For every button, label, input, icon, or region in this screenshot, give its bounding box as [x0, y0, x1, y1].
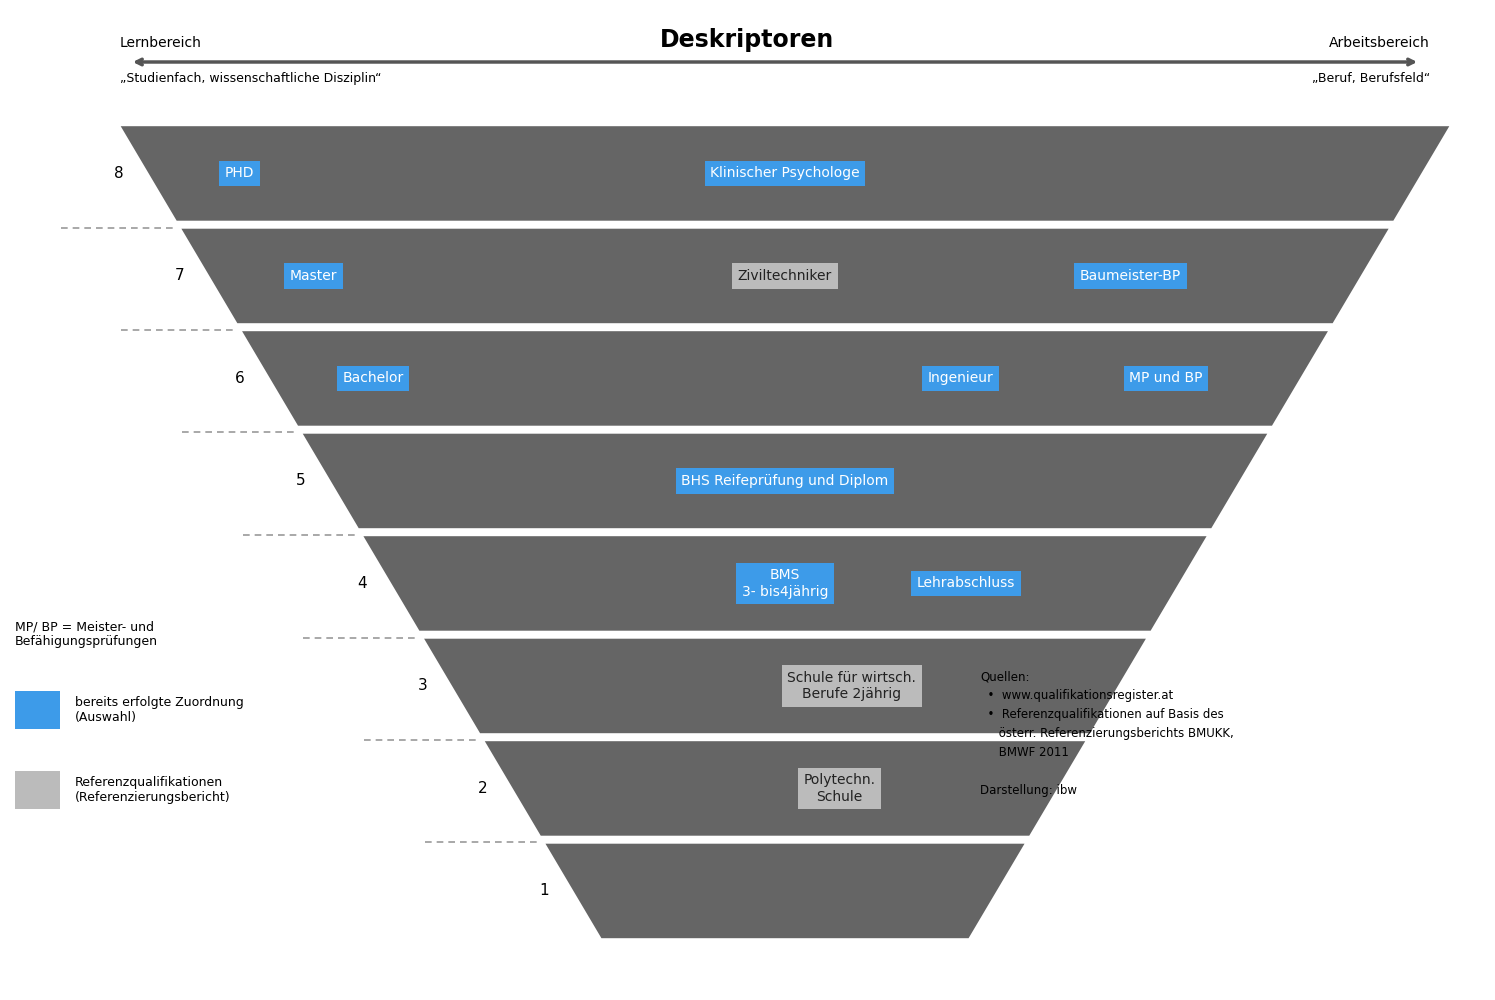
Text: BHS Reifeprüfung und Diplom: BHS Reifeprüfung und Diplom: [682, 474, 888, 488]
Text: 1: 1: [538, 883, 549, 898]
Text: BMS
3- bis4jährig: BMS 3- bis4jährig: [742, 568, 828, 599]
Text: 2: 2: [478, 781, 487, 796]
Text: Arbeitsbereich: Arbeitsbereich: [1329, 36, 1431, 50]
Text: 3: 3: [417, 678, 428, 693]
Text: 4: 4: [357, 576, 366, 591]
Text: MP/ BP = Meister- und
Befähigungsprüfungen: MP/ BP = Meister- und Befähigungsprüfung…: [15, 620, 158, 648]
Polygon shape: [121, 126, 1449, 221]
Text: Ziviltechniker: Ziviltechniker: [739, 269, 833, 283]
Text: Deskriptoren: Deskriptoren: [661, 28, 834, 52]
Polygon shape: [363, 536, 1206, 631]
Text: Referenzqualifikationen
(Referenzierungsbericht): Referenzqualifikationen (Referenzierungs…: [75, 776, 230, 804]
Text: Bachelor: Bachelor: [342, 371, 404, 385]
Polygon shape: [425, 639, 1145, 733]
Text: Polytechn.
Schule: Polytechn. Schule: [803, 773, 876, 804]
Text: Schule für wirtsch.
Berufe 2jährig: Schule für wirtsch. Berufe 2jährig: [788, 671, 916, 701]
Text: bereits erfolgte Zuordnung
(Auswahl): bereits erfolgte Zuordnung (Auswahl): [75, 696, 244, 724]
Text: MP und BP: MP und BP: [1129, 371, 1203, 385]
Text: „Studienfach, wissenschaftliche Disziplin“: „Studienfach, wissenschaftliche Diszipli…: [120, 72, 381, 85]
FancyBboxPatch shape: [15, 771, 60, 809]
Text: Ingenieur: Ingenieur: [927, 371, 993, 385]
Text: 8: 8: [114, 166, 124, 181]
Text: Master: Master: [290, 269, 338, 283]
Text: Lehrabschluss: Lehrabschluss: [916, 576, 1015, 590]
Text: 7: 7: [175, 268, 184, 283]
Text: „Beruf, Berufsfeld“: „Beruf, Berufsfeld“: [1311, 72, 1431, 85]
Text: Quellen:
  •  www.qualifikationsregister.at
  •  Referenzqualifikationen auf Bas: Quellen: • www.qualifikationsregister.at…: [981, 670, 1233, 797]
Polygon shape: [546, 844, 1024, 938]
Text: Klinischer Psychologe: Klinischer Psychologe: [710, 166, 860, 180]
Polygon shape: [484, 741, 1085, 836]
Text: Lernbereich: Lernbereich: [120, 36, 202, 50]
FancyBboxPatch shape: [15, 691, 60, 729]
Polygon shape: [303, 434, 1268, 528]
Polygon shape: [181, 229, 1389, 323]
Text: 6: 6: [235, 371, 245, 386]
Text: PHD: PHD: [226, 166, 254, 180]
Text: Baumeister-BP: Baumeister-BP: [1079, 269, 1181, 283]
Text: 5: 5: [296, 473, 305, 488]
Polygon shape: [242, 331, 1328, 426]
